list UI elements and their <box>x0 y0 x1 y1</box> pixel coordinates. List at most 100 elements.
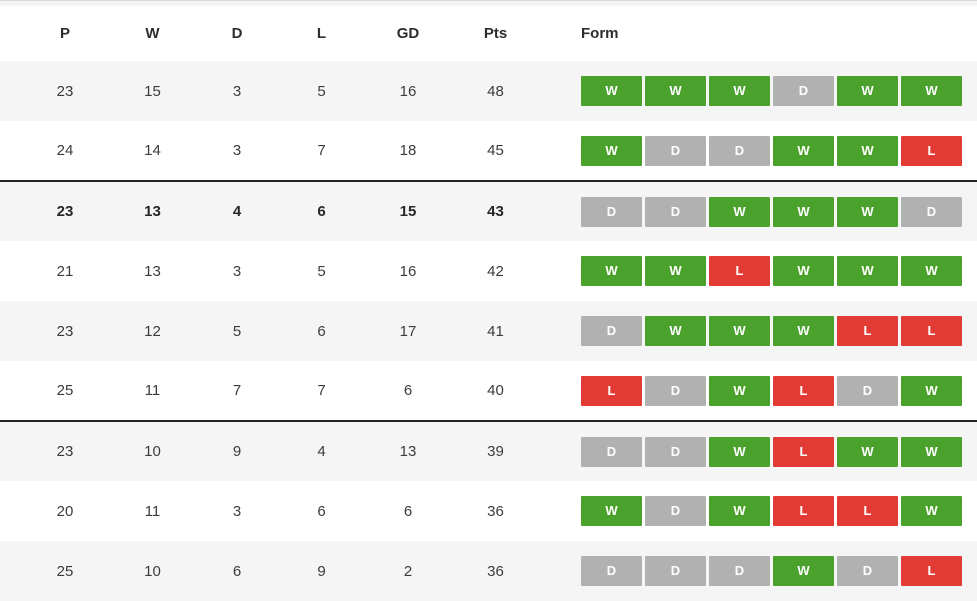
cell-lost: 5 <box>317 82 326 100</box>
cell-points: 43 <box>452 180 539 241</box>
form-badge-win: W <box>773 196 834 227</box>
form-badge-win: W <box>773 256 834 286</box>
form-badge-win: W <box>901 76 962 106</box>
cell-won: 10 <box>144 562 161 580</box>
form-badge-draw: D <box>709 135 770 166</box>
form-badge-loss: L <box>901 556 962 586</box>
form-badge-win: W <box>581 256 642 286</box>
cell-won: 11 <box>144 382 161 399</box>
cell-goal-difference: 15 <box>364 180 452 241</box>
cell-drawn: 4 <box>195 180 279 241</box>
form-badge-win: W <box>901 496 962 526</box>
form-badge-win: W <box>581 76 642 106</box>
header-form: Form <box>539 6 977 61</box>
form-badge-loss: L <box>709 256 770 286</box>
cell-won: 12 <box>144 322 161 340</box>
cell-points: 42 <box>487 262 504 280</box>
form-badge-draw: D <box>581 436 642 467</box>
form-badge-win: W <box>581 496 642 526</box>
form-badge-win: W <box>645 256 706 286</box>
header-goal-difference: GD <box>364 6 452 61</box>
form-badge-win: W <box>709 436 770 467</box>
cell-points: 45 <box>487 142 504 159</box>
form-badge-draw: D <box>581 196 642 227</box>
cell-played: 21 <box>56 262 74 280</box>
cell-won: 10 <box>110 420 195 481</box>
cell-lost: 7 <box>317 382 326 399</box>
cell-points: 39 <box>452 420 539 481</box>
form-badge-loss: L <box>773 375 834 406</box>
cell-drawn: 7 <box>232 382 242 399</box>
cell-won: 13 <box>110 180 195 241</box>
cell-lost: 4 <box>279 420 364 481</box>
cell-drawn: 3 <box>232 142 242 159</box>
cell-played: 20 <box>56 502 74 520</box>
form-badge-draw: D <box>645 556 706 586</box>
cell-drawn: 5 <box>232 322 242 340</box>
form-badge-win: W <box>837 135 898 166</box>
header-row: P W D L GD Pts Form <box>0 6 977 61</box>
cell-lost: 9 <box>317 562 326 580</box>
form-badge-draw: D <box>709 556 770 586</box>
cell-played: 23 <box>0 420 110 481</box>
form-badge-win: W <box>709 496 770 526</box>
cell-played: 25 <box>56 562 74 580</box>
cell-points: 41 <box>487 322 504 340</box>
form-badge-loss: L <box>773 496 834 526</box>
form-badge-draw: D <box>581 556 642 586</box>
cell-drawn: 3 <box>232 502 242 520</box>
cell-points: 48 <box>487 82 504 100</box>
cell-points: 40 <box>487 382 504 399</box>
cell-played: 24 <box>56 142 74 159</box>
cell-played: 23 <box>0 180 110 241</box>
form-badge-loss: L <box>837 496 898 526</box>
form-badge-draw: D <box>773 76 834 106</box>
form-badge-draw: D <box>645 496 706 526</box>
cell-goal-difference: 16 <box>399 262 417 280</box>
form-badge-win: W <box>837 76 898 106</box>
header-lost: L <box>279 6 364 61</box>
top-edge-strip <box>0 0 977 6</box>
form-badge-loss: L <box>581 375 642 406</box>
cell-drawn: 3 <box>232 262 242 280</box>
cell-played: 23 <box>56 82 74 100</box>
cell-goal-difference: 16 <box>399 82 417 100</box>
cell-played: 23 <box>56 322 74 340</box>
form-badge-win: W <box>773 316 834 346</box>
form-badge-draw: D <box>645 436 706 467</box>
form-badge-win: W <box>709 76 770 106</box>
form-badge-draw: D <box>645 375 706 406</box>
form-badge-draw: D <box>645 196 706 227</box>
form-badge-win: W <box>645 76 706 106</box>
cell-lost: 5 <box>317 262 326 280</box>
cell-goal-difference: 6 <box>403 382 413 399</box>
cell-lost: 6 <box>317 502 326 520</box>
form-badge-loss: L <box>901 135 962 166</box>
cell-goal-difference: 17 <box>399 322 417 340</box>
cell-lost: 6 <box>317 322 326 340</box>
header-drawn: D <box>195 6 279 61</box>
cell-goal-difference: 18 <box>399 142 417 159</box>
form-badge-win: W <box>901 375 962 406</box>
form-badge-win: W <box>837 436 898 467</box>
cell-goal-difference: 6 <box>403 502 413 520</box>
form-badge-win: W <box>645 316 706 346</box>
form-badge-win: W <box>773 135 834 166</box>
cell-drawn: 9 <box>195 420 279 481</box>
cell-drawn: 6 <box>232 562 242 580</box>
form-badge-win: W <box>709 375 770 406</box>
form-badge-loss: L <box>901 316 962 346</box>
cell-won: 11 <box>144 502 161 520</box>
